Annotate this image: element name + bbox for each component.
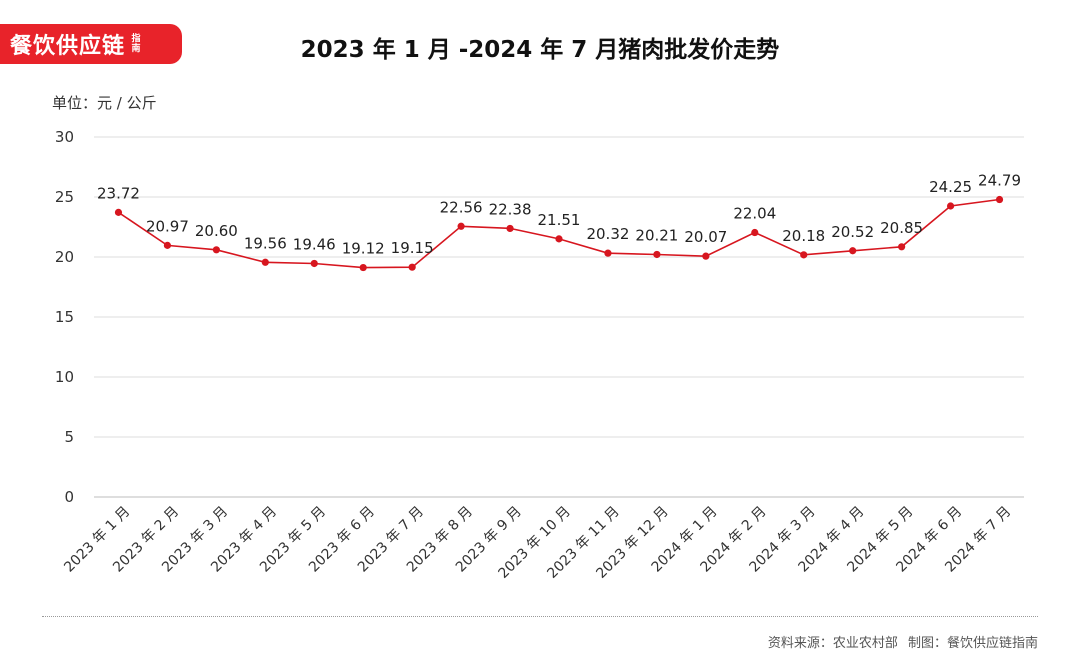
data-label: 19.56 [244,234,287,252]
data-label: 20.60 [195,222,238,240]
data-label: 19.15 [391,239,434,257]
footer-divider [42,616,1038,617]
data-point [653,250,661,259]
data-label: 20.32 [586,225,629,243]
chart-title: 2023 年 1 月 -2024 年 7 月猪肉批发价走势 [300,37,780,63]
data-point [163,241,172,249]
source-text: 资料来源：农业农村部 [767,636,898,651]
data-point [212,246,220,254]
data-label: 20.07 [684,228,727,246]
data-label: 22.38 [489,200,532,218]
data-point [995,195,1004,204]
brand-logo: 餐饮供应链 指南 [0,24,182,64]
y-tick-label: 5 [64,428,74,446]
y-axis-ticks: 0 5 10 15 20 25 30 [55,128,74,506]
data-label: 19.46 [293,235,336,253]
data-point [898,243,906,251]
data-label: 21.51 [538,211,581,229]
data-point [506,224,514,233]
data-point [555,235,563,243]
unit-label: 单位：元 / 公斤 [52,94,157,112]
data-label: 23.72 [97,184,140,202]
y-tick-label: 30 [55,128,74,146]
data-point [800,251,808,259]
data-label: 20.97 [146,217,189,235]
brand-name: 餐饮供应链 [10,34,126,59]
data-label: 19.12 [342,240,385,258]
data-point [849,247,857,255]
data-point [359,263,367,272]
brand-tag: 指南 [131,34,141,54]
data-point [457,222,465,230]
credit-text: 制图：餐饮供应链指南 [907,636,1038,651]
data-point [261,258,269,266]
y-tick-label: 20 [55,248,74,266]
y-tick-label: 15 [55,308,74,326]
data-label: 20.18 [782,227,825,245]
y-tick-label: 0 [64,488,74,506]
data-label: 22.04 [733,205,776,223]
data-label: 20.52 [831,223,874,241]
data-label: 24.79 [978,172,1021,190]
data-point [604,249,612,257]
data-labels: 23.72 20.97 20.60 19.56 19.46 19.12 19.15 22.56… [97,172,1021,258]
data-label: 24.25 [929,178,972,196]
footer: 资料来源：农业农村部 制图：餐饮供应链指南 [762,632,1038,651]
data-point [408,263,416,271]
data-point [310,259,318,268]
data-point [114,208,123,216]
data-label: 20.85 [880,219,923,237]
y-tick-label: 10 [55,368,74,386]
gridlines [94,136,1024,498]
data-points [114,195,1004,272]
data-point [751,228,759,237]
y-tick-label: 25 [55,188,74,206]
data-point [946,202,955,210]
data-label: 22.56 [440,198,483,216]
data-label: 20.21 [635,226,678,244]
data-point [702,252,710,260]
